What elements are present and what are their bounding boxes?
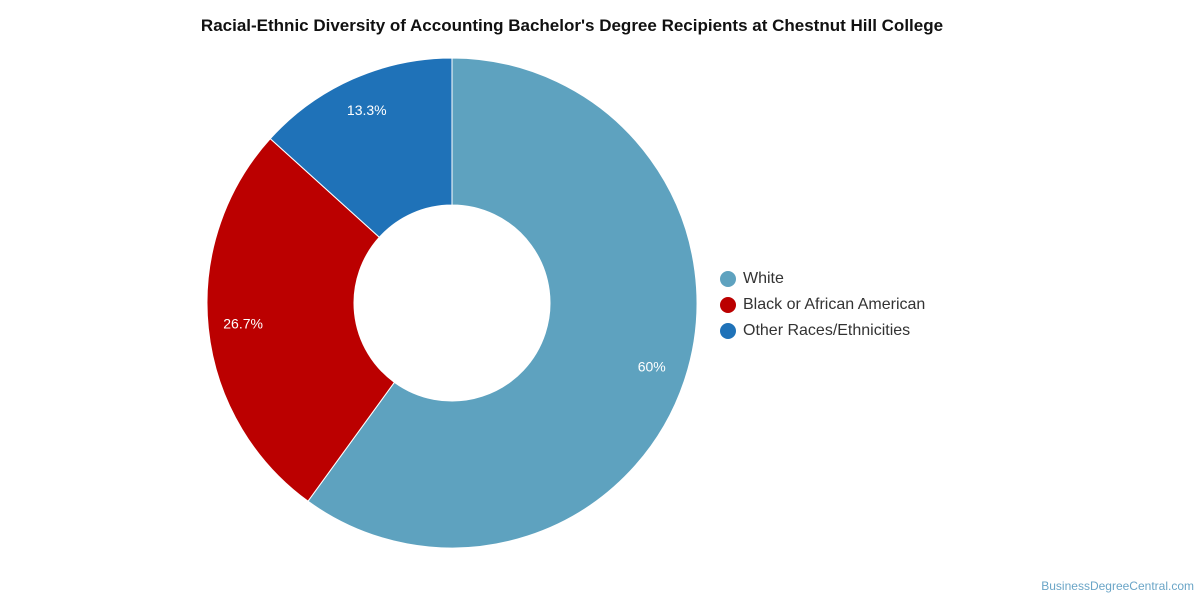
legend-item[interactable]: Other Races/Ethnicities bbox=[720, 318, 925, 344]
chart-title: Racial-Ethnic Diversity of Accounting Ba… bbox=[200, 16, 944, 35]
slice-value-label: 60% bbox=[638, 359, 666, 375]
legend-label: Other Races/Ethnicities bbox=[743, 322, 911, 339]
legend-swatch bbox=[720, 271, 736, 287]
slice-value-label: 26.7% bbox=[223, 315, 263, 331]
donut-slice-black-or-african-american[interactable] bbox=[206, 137, 396, 502]
legend-item[interactable]: White bbox=[720, 266, 925, 292]
legend-item[interactable]: Black or African American bbox=[720, 292, 925, 318]
legend-swatch bbox=[720, 323, 736, 339]
chart-legend: White Black or African American Other Race… bbox=[720, 266, 925, 344]
donut-slice-other-races-ethnicities[interactable] bbox=[269, 57, 453, 238]
legend-label: White bbox=[743, 270, 784, 287]
source-credit[interactable]: BusinessDegreeCentral.com bbox=[1041, 579, 1194, 593]
legend-swatch bbox=[720, 297, 736, 313]
donut-slice-white[interactable] bbox=[307, 57, 698, 549]
slice-value-label: 13.3% bbox=[347, 102, 387, 118]
legend-label: Black or African American bbox=[743, 296, 926, 313]
